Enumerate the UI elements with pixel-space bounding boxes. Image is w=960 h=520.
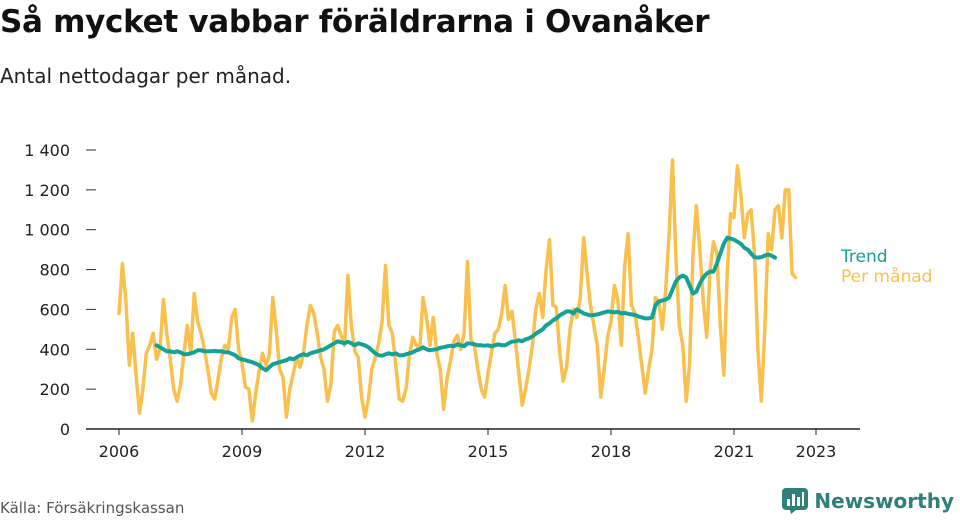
brand-logo[interactable]: Newsworthy bbox=[782, 488, 954, 514]
chart-subtitle: Antal nettodagar per månad. bbox=[0, 64, 292, 88]
x-tick-label: 2018 bbox=[591, 442, 632, 461]
y-axis: 0 200 400 600 800 1 000 1 200 1 400 bbox=[24, 141, 96, 439]
x-tick-label: 2012 bbox=[345, 442, 386, 461]
monthly-series-line bbox=[117, 158, 798, 423]
y-tick-label: 0 bbox=[60, 420, 70, 439]
y-tick-label: 800 bbox=[39, 261, 70, 280]
x-tick-label: 2021 bbox=[714, 442, 755, 461]
monthly-series-label: Per månad bbox=[841, 266, 932, 287]
x-tick-label: 2006 bbox=[99, 442, 140, 461]
plot-area bbox=[117, 158, 798, 423]
y-tick-label: 1 200 bbox=[24, 181, 70, 200]
y-tick-label: 600 bbox=[39, 300, 70, 319]
chart-title: Så mycket vabbar föräldrarna i Ovanåker bbox=[0, 4, 710, 40]
trend-series-label: Trend bbox=[840, 247, 888, 267]
y-tick-label: 1 400 bbox=[24, 141, 70, 160]
x-tick-label: 2009 bbox=[222, 442, 263, 461]
newsworthy-logo-icon bbox=[782, 488, 809, 514]
x-axis: 2006 2009 2012 2015 2018 2021 2023 bbox=[86, 428, 860, 461]
x-tick-label: 2023 bbox=[796, 442, 837, 461]
y-tick-label: 200 bbox=[39, 380, 70, 399]
source-note: Källa: Försäkringskassan bbox=[0, 499, 185, 517]
x-tick-label: 2015 bbox=[468, 442, 509, 461]
y-tick-label: 400 bbox=[39, 340, 70, 359]
brand-name: Newsworthy bbox=[814, 489, 954, 513]
trend-series-line bbox=[154, 235, 777, 373]
y-tick-label: 1 000 bbox=[24, 221, 70, 240]
